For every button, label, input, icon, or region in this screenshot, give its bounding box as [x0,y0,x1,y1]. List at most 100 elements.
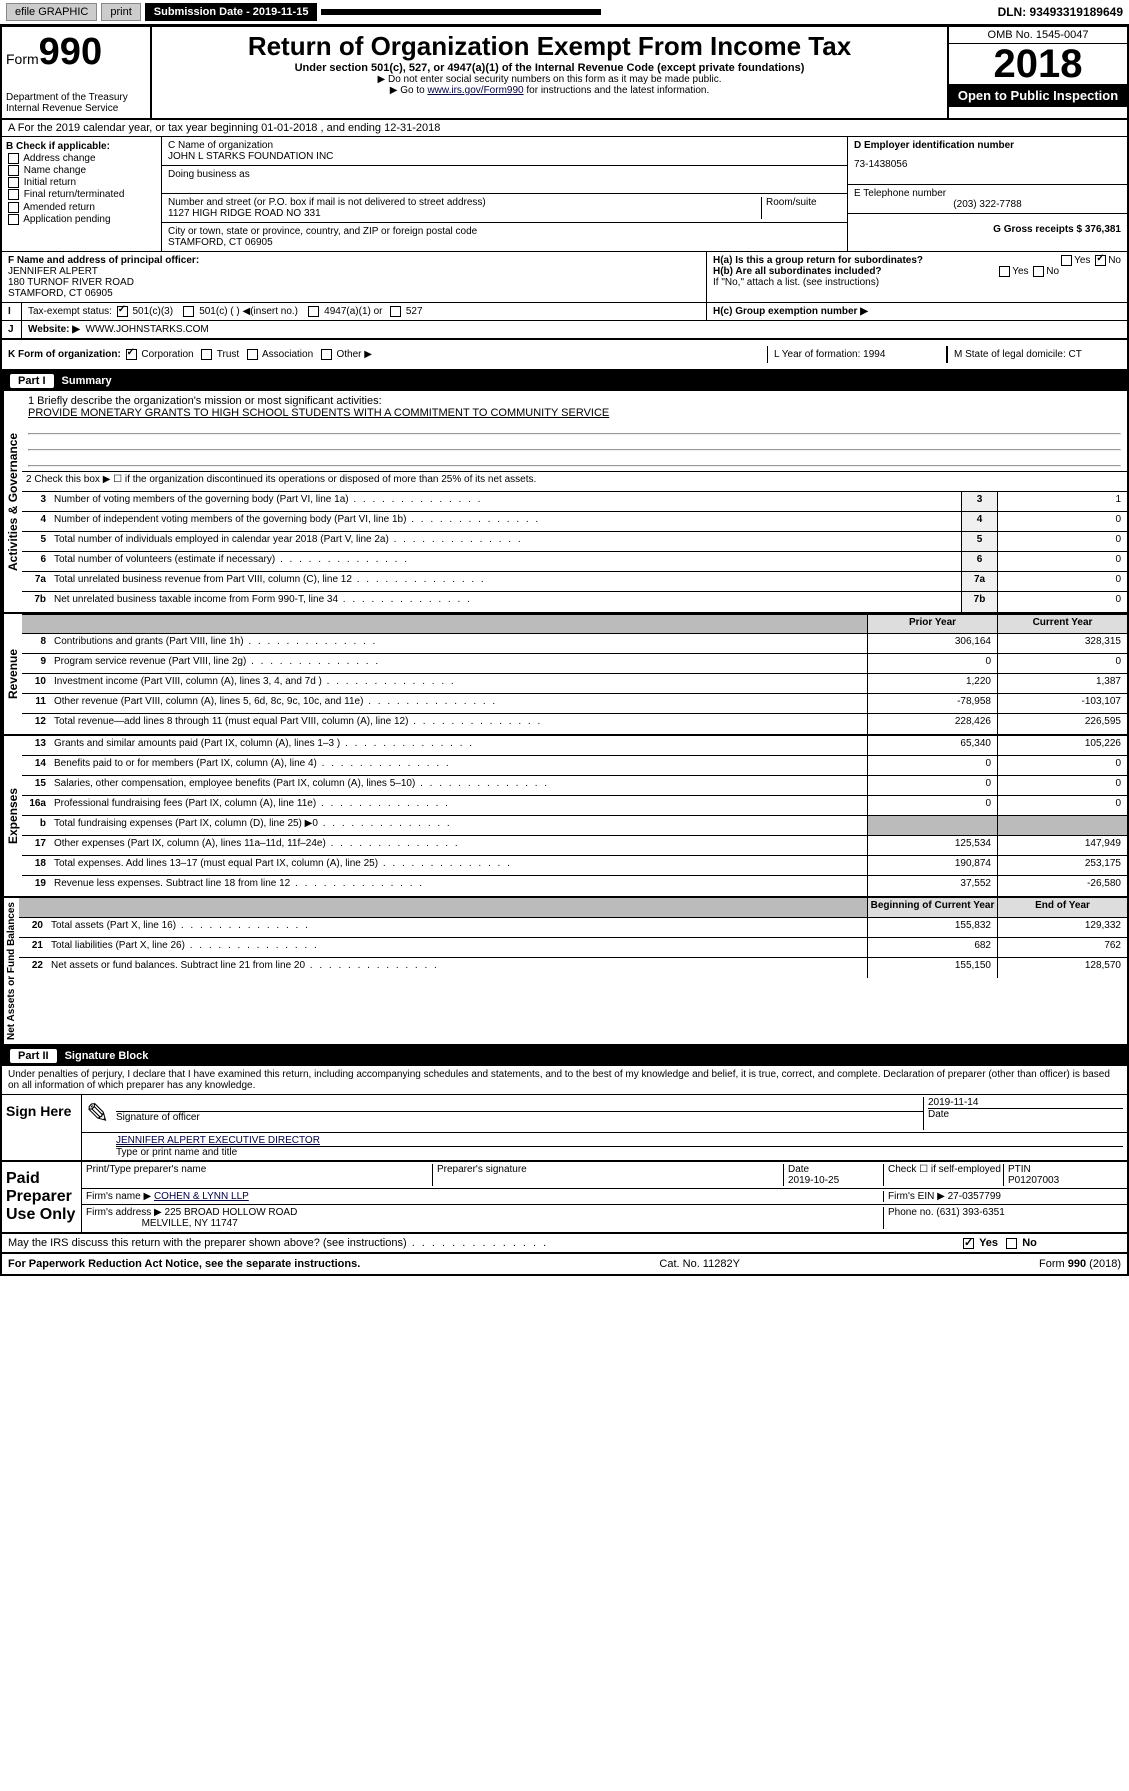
opt-trust: Trust [217,349,239,360]
header-left: Form990 Department of the Treasury Inter… [2,27,152,118]
sign-section: Sign Here ✎ Signature of officer 2019-11… [2,1095,1127,1162]
hb-yes[interactable]: Yes [1012,266,1028,277]
current-val: -26,580 [997,876,1127,896]
col-b-header: B Check if applicable: [6,141,157,152]
hb-label: H(b) Are all subordinates included? [713,266,882,277]
line-text: Program service revenue (Part VIII, line… [50,654,867,673]
paid-preparer-section: Paid Preparer Use Only Print/Type prepar… [2,1162,1127,1234]
col-num: 3 [961,492,997,511]
prior-val: 1,220 [867,674,997,693]
line-num: b [22,816,50,835]
table-row: 15 Salaries, other compensation, employe… [22,776,1127,796]
table-row: 13 Grants and similar amounts paid (Part… [22,736,1127,756]
cb-other[interactable] [321,349,332,360]
instructions-link[interactable]: www.irs.gov/Form990 [427,85,523,96]
line-text: Benefits paid to or for members (Part IX… [50,756,867,775]
prior-val: 0 [867,756,997,775]
table-row: 19 Revenue less expenses. Subtract line … [22,876,1127,896]
governance-section: Activities & Governance 1 Briefly descri… [2,391,1127,614]
ha-yes[interactable]: Yes [1074,255,1090,266]
hb-no[interactable]: No [1046,266,1059,277]
line-num: 20 [19,918,47,937]
form-header: Form990 Department of the Treasury Inter… [2,27,1127,120]
ptin-head: PTIN [1008,1164,1031,1175]
part1-label: Part I [10,374,54,388]
revenue-vert-label: Revenue [2,614,22,734]
table-row: 5 Total number of individuals employed i… [22,532,1127,552]
col-num: 6 [961,552,997,571]
cb-assoc[interactable] [247,349,258,360]
line-num: 16a [22,796,50,815]
sign-here-label: Sign Here [2,1095,82,1160]
ha-no[interactable]: No [1108,255,1121,266]
col-num: 7a [961,572,997,591]
line-text: Net unrelated business taxable income fr… [50,592,961,612]
line-num: 7a [22,572,50,591]
cb-app-pending[interactable]: Application pending [6,214,157,225]
cb-amended[interactable]: Amended return [6,202,157,213]
current-val: 0 [997,654,1127,673]
signer-name-link[interactable]: JENNIFER ALPERT EXECUTIVE DIRECTOR [116,1135,320,1146]
hb-note: If "No," attach a list. (see instruction… [713,277,1121,288]
revenue-section: Revenue Prior Year Current Year 8 Contri… [2,614,1127,736]
cb-527[interactable] [390,306,401,317]
row-k: K Form of organization: Corporation Trus… [2,340,1127,371]
cb-name-change[interactable]: Name change [6,165,157,176]
cb-501c3[interactable] [117,306,128,317]
col-d: D Employer identification number 73-1438… [847,137,1127,251]
firm-link[interactable]: COHEN & LYNN LLP [154,1191,249,1202]
form-word: Form [6,51,39,67]
print-button[interactable]: print [101,3,140,21]
line-num: 13 [22,736,50,755]
line-text: Number of voting members of the governin… [50,492,961,511]
org-form-label: K Form of organization: [8,349,121,360]
signer-name-label: Type or print name and title [116,1146,1123,1158]
cb-address-change[interactable]: Address change [6,153,157,164]
table-row: 14 Benefits paid to or for members (Part… [22,756,1127,776]
officer-addr2: STAMFORD, CT 06905 [8,288,700,299]
line-text: Number of independent voting members of … [50,512,961,531]
cb-corp[interactable] [126,349,137,360]
firm-label: Firm's name ▶ [86,1191,151,1202]
line-text: Total liabilities (Part X, line 26) [47,938,867,957]
line2: 2 Check this box ▶ ☐ if the organization… [22,472,1127,491]
footer-right: Form 990 (2018) [1039,1258,1121,1270]
tax-status-label: Tax-exempt status: [28,306,112,317]
cb-trust[interactable] [201,349,212,360]
form-subtitle: Under section 501(c), 527, or 4947(a)(1)… [156,62,943,74]
cb-501c[interactable] [183,306,194,317]
cb-initial-return[interactable]: Initial return [6,177,157,188]
current-val [997,816,1127,835]
submission-date-badge: Submission Date - 2019-11-15 [145,3,318,21]
line-num: 6 [22,552,50,571]
firm-phone-label: Phone no. [888,1207,934,1218]
prior-val: 682 [867,938,997,957]
opt-501c3: 501(c)(3) [132,306,173,317]
opt-4947: 4947(a)(1) or [324,306,382,317]
section-a: A For the 2019 calendar year, or tax yea… [2,120,1127,137]
prior-year-head: Prior Year [867,615,997,633]
line-num: 12 [22,714,50,734]
table-row: 9 Program service revenue (Part VIII, li… [22,654,1127,674]
dept-label: Department of the Treasury Internal Reve… [6,92,146,114]
ein-value: 73-1438056 [854,159,1121,170]
discuss-no: No [1022,1237,1037,1249]
sign-date-label: Date [928,1108,1123,1120]
phone-value: (203) 322-7788 [854,199,1121,210]
line-num: 15 [22,776,50,795]
col-num: 7b [961,592,997,612]
discuss-no-cb[interactable] [1006,1238,1017,1249]
ptin-value: P01207003 [1008,1175,1059,1186]
prior-val [867,816,997,835]
firm-addr1: 225 BROAD HOLLOW ROAD [165,1207,298,1218]
current-val: 253,175 [997,856,1127,875]
firm-addr2: MELVILLE, NY 11747 [142,1218,238,1229]
footer-left: For Paperwork Reduction Act Notice, see … [8,1258,360,1270]
block-bcd: B Check if applicable: Address change Na… [2,137,1127,252]
cb-final-return[interactable]: Final return/terminated [6,189,157,200]
sign-date: 2019-11-14 [928,1097,1123,1108]
part1-text: Summary [62,375,112,387]
discuss-yes-cb[interactable] [963,1238,974,1249]
cb-4947[interactable] [308,306,319,317]
line-text: Total assets (Part X, line 16) [47,918,867,937]
